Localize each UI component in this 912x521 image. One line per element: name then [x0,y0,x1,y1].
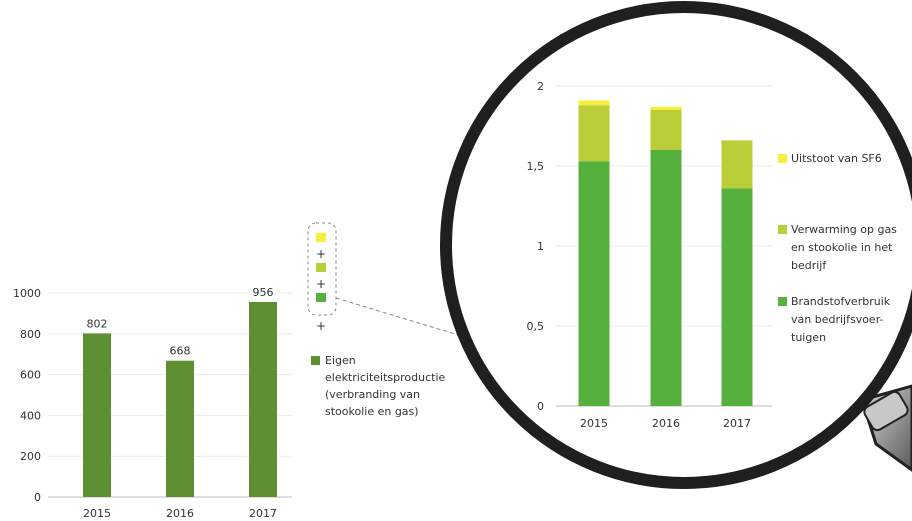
legend-label-vehicles: Brandstofverbruik van bedrijfsvoer- tuig… [791,295,894,344]
bar-2017 [249,301,277,497]
data-label: 668 [170,345,191,358]
swatch-sf6 [316,233,326,242]
left-chart-y-tick-labels: 0 200 400 600 800 1000 [13,287,41,504]
left-chart-legend: Eigen elektriciteitsproductie (verbrandi… [311,354,449,418]
right-chart-x-tick-labels: 2015 2016 2017 [580,417,751,430]
x-tick-label: 2017 [249,507,277,520]
legend-label-heating: Verwarming op gas en stookolie in het be… [791,223,900,272]
left-chart-bars [83,301,277,497]
y-tick-label: 1,5 [527,160,545,173]
x-tick-label: 2015 [83,507,111,520]
bar-segment-2015-0 [578,161,610,406]
magnifier-handle [860,384,912,472]
x-tick-label: 2015 [580,417,608,430]
y-tick-label: 2 [537,80,544,93]
legend-swatch-vehicles [778,297,787,306]
legend-swatch-own-production [311,356,320,365]
legend-label-sf6: Uitstoot van SF6 [791,152,882,165]
plus-sign: + [316,277,326,291]
y-tick-label: 1 [537,240,544,253]
bar-segment-2016-1 [650,110,682,150]
left-chart-data-labels: 802 668 956 [87,286,274,358]
bar-segment-2017-1 [721,140,753,189]
right-chart-legend: Uitstoot van SF6 Verwarming op gas en st… [778,152,900,344]
bar-2016 [166,360,194,497]
legend-swatch-group: + + + [307,222,337,333]
magnifier-connector-line [335,297,466,338]
bar-segment-2016-0 [650,150,682,406]
y-tick-label: 800 [20,328,41,341]
left-chart-x-tick-labels: 2015 2016 2017 [83,507,277,520]
legend-swatch-sf6 [778,154,787,163]
data-label: 956 [253,286,274,299]
y-tick-label: 200 [20,450,41,463]
y-tick-label: 600 [20,369,41,382]
y-tick-label: 0 [537,400,544,413]
left-bar-chart: 0 200 400 600 800 1000 802 668 956 2015 2016 2017 [13,286,292,520]
y-tick-label: 0,5 [527,320,545,333]
x-tick-label: 2016 [652,417,680,430]
right-chart-y-tick-labels: 0 0,5 1 1,5 2 [527,80,545,413]
right-chart-bars [578,100,753,406]
bar-segment-2017-0 [721,188,753,406]
swatch-heating [316,263,326,272]
legend-swatch-heating [778,225,787,234]
bar-segment-2015-1 [578,105,610,162]
data-label: 802 [87,317,108,330]
bar-segment-2016-2 [650,106,682,110]
y-tick-label: 400 [20,409,41,422]
x-tick-label: 2017 [723,417,751,430]
x-tick-label: 2016 [166,507,194,520]
plus-sign: + [316,319,326,333]
legend-label-own-production: Eigen elektriciteitsproductie (verbrandi… [325,354,449,418]
bar-2015 [83,333,111,497]
bar-segment-2015-2 [578,100,610,106]
dashed-swatch-box [307,222,337,316]
y-tick-label: 1000 [13,287,41,300]
right-stacked-bar-chart: 0 0,5 1 1,5 2 2015 2016 2017 Uitstoot van SF6 … [527,80,900,430]
swatch-vehicles [316,293,326,302]
plus-sign: + [316,247,326,261]
y-tick-label: 0 [34,491,41,504]
